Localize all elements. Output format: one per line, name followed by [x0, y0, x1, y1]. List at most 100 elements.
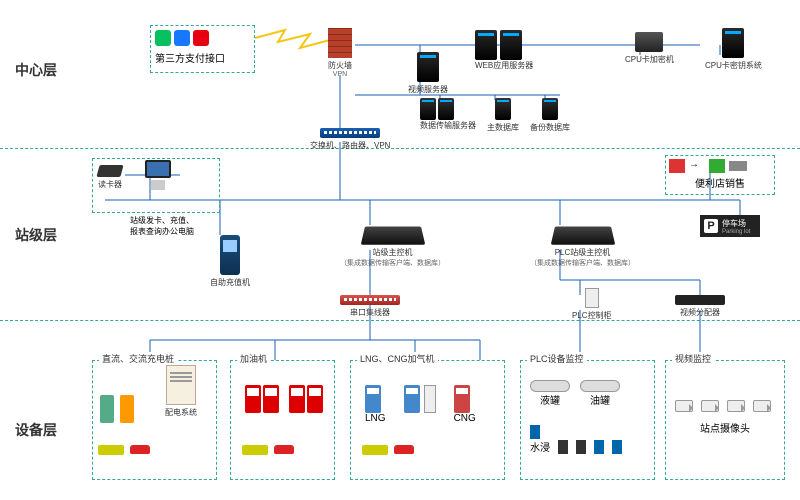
- card-reader-node: 读卡器: [98, 165, 122, 190]
- sensor-icon: [558, 440, 568, 454]
- server-icon: [542, 98, 558, 120]
- server-pair-icon: [475, 30, 533, 60]
- host2-node: PLC站级主控机 （集成数据传输客户端、数据库）: [530, 225, 635, 268]
- data-server-node: 数据传输服务器: [420, 98, 476, 131]
- parking-node: P 停车场 Parking lot: [700, 215, 760, 237]
- video-dvr-node: 视频分配器: [675, 295, 725, 318]
- plc-ctrl-node: PLC控制柜: [572, 288, 612, 321]
- cpu-encoder-label: CPU卡加密机: [625, 54, 674, 65]
- cpu-seckey-node: CPU卡密钥系统: [705, 28, 762, 71]
- car-icon: [130, 445, 150, 454]
- switch-icon: [320, 128, 380, 138]
- tank-icon: [530, 380, 570, 392]
- store-box: → 便利店销售: [665, 155, 775, 195]
- cctv-pt-label: 站点摄像头: [700, 420, 750, 435]
- tank-liquid-label: 液罐: [530, 392, 570, 407]
- layer-label-center: 中心层: [15, 60, 57, 80]
- cameras: [675, 400, 771, 412]
- divider-1: [0, 148, 800, 149]
- tanks: 液罐 油罐: [530, 380, 620, 407]
- parking-p-icon: P: [704, 219, 718, 233]
- pc-icon: [145, 160, 171, 178]
- video-dvr-label: 视频分配器: [675, 307, 725, 318]
- plc-cabinet-icon: [585, 288, 599, 308]
- vpn-sublabel: VPN: [328, 71, 352, 78]
- kiosk-node: 自助充值机: [210, 235, 250, 288]
- bus-icon: [98, 445, 124, 455]
- ev-vehicles: [98, 445, 150, 455]
- gas-dispensers: LNG CNG: [365, 385, 476, 424]
- plc-box: PLC设备监控: [520, 360, 655, 480]
- camera-icon: [675, 400, 693, 412]
- host1-sublabel: （集成数据传输客户端、数据库）: [340, 258, 445, 268]
- pump-icon: [245, 385, 261, 413]
- parking-label: 停车场: [722, 218, 750, 229]
- server-icon: [417, 52, 439, 82]
- pump-box-title: 加油机: [237, 352, 270, 365]
- main-db-node: 主数据库: [487, 98, 519, 133]
- lng-label: LNG: [365, 413, 386, 424]
- cpu-device-icon: [635, 32, 663, 52]
- sensor-icon: [530, 425, 540, 439]
- host2-label: PLC站级主控机: [530, 247, 635, 258]
- pump-icon: [289, 385, 305, 413]
- cctv-box-title: 视频监控: [672, 352, 714, 365]
- video-server-node: 视频服务器: [408, 52, 448, 95]
- plc-box-title: PLC设备监控: [527, 352, 587, 365]
- host1-label: 站级主控机: [340, 247, 445, 258]
- serial-hub-node: 串口集线器: [340, 295, 400, 318]
- serial-hub-label: 串口集线器: [340, 307, 400, 318]
- gas-panel-icon: [424, 385, 436, 413]
- layer-label-device: 设备层: [15, 420, 57, 440]
- switch-icon: [340, 295, 400, 305]
- kiosk-icon: [220, 235, 240, 275]
- ev-charger-icon: [120, 395, 134, 423]
- divider-2: [0, 320, 800, 321]
- pump-box: 加油机: [230, 360, 335, 480]
- bus-icon: [362, 445, 388, 455]
- camera-icon: [701, 400, 719, 412]
- power-dist-label: 配电系统: [165, 407, 197, 418]
- ev-box-title: 直流、交流充电桩: [99, 352, 177, 365]
- gas-vehicles: [362, 445, 414, 455]
- lng-icon: [404, 385, 420, 413]
- parking-en-label: Parking lot: [722, 229, 750, 235]
- web-server-label: WEB应用服务器: [475, 60, 533, 71]
- car-icon: [394, 445, 414, 454]
- office-pc-node: [145, 160, 171, 190]
- sensor-icon: [612, 440, 622, 454]
- server-icon: [722, 28, 744, 58]
- pump-vehicles: [242, 445, 294, 455]
- payment-label: 第三方支付接口: [155, 50, 250, 65]
- pump-icon: [307, 385, 323, 413]
- tank-oil-label: 油罐: [580, 392, 620, 407]
- bus-icon: [242, 445, 268, 455]
- camera-icon: [727, 400, 745, 412]
- firewall-label: 防火墙: [328, 60, 352, 71]
- cardreader-icon: [96, 165, 123, 177]
- sensor-icon: [594, 440, 604, 454]
- main-switch-node: 交换机、路由器、VPN: [310, 128, 390, 151]
- plc-ctrl-label: PLC控制柜: [572, 310, 612, 321]
- ev-chargers: [100, 395, 134, 423]
- host1-node: 站级主控机 （集成数据传输客户端、数据库）: [340, 225, 445, 268]
- panel-icon: [166, 365, 196, 405]
- cpu-seckey-label: CPU卡密钥系统: [705, 60, 762, 71]
- power-panel-node: 配电系统: [165, 365, 197, 418]
- video-server-label: 视频服务器: [408, 84, 448, 95]
- web-server-node: WEB应用服务器: [475, 30, 533, 71]
- gas-box-title: LNG、CNG加气机: [357, 352, 438, 365]
- data-server-label: 数据传输服务器: [420, 120, 476, 131]
- sensors: 水浸: [530, 425, 622, 454]
- main-db-label: 主数据库: [487, 122, 519, 133]
- store-icons: →: [669, 159, 771, 173]
- sensor-icon: [576, 440, 586, 454]
- host2-sublabel: （集成数据传输客户端、数据库）: [530, 258, 635, 268]
- payment-icons: [155, 30, 250, 46]
- hostbox-icon: [360, 227, 425, 245]
- firewall-node: 防火墙 VPN: [328, 28, 352, 78]
- hostbox-icon: [550, 227, 615, 245]
- backup-db-label: 备份数据库: [530, 122, 570, 133]
- kiosk-label: 自助充值机: [210, 277, 250, 288]
- car-icon: [274, 445, 294, 454]
